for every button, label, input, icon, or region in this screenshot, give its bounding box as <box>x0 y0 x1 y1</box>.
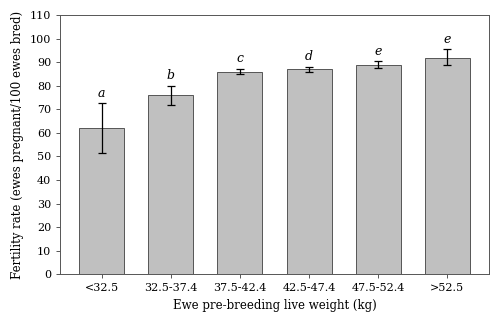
Text: e: e <box>374 45 382 57</box>
Bar <box>218 72 262 274</box>
Text: c: c <box>236 52 244 65</box>
Text: a: a <box>98 87 106 100</box>
Y-axis label: Fertility rate (ewes pregnant/100 ewes bred): Fertility rate (ewes pregnant/100 ewes b… <box>11 11 24 279</box>
Bar <box>286 69 332 274</box>
X-axis label: Ewe pre-breeding live weight (kg): Ewe pre-breeding live weight (kg) <box>172 299 376 312</box>
Text: e: e <box>444 33 451 46</box>
Text: d: d <box>305 50 313 63</box>
Bar <box>356 65 401 274</box>
Bar <box>148 95 193 274</box>
Bar <box>425 57 470 274</box>
Bar <box>79 128 124 274</box>
Text: b: b <box>166 69 174 82</box>
